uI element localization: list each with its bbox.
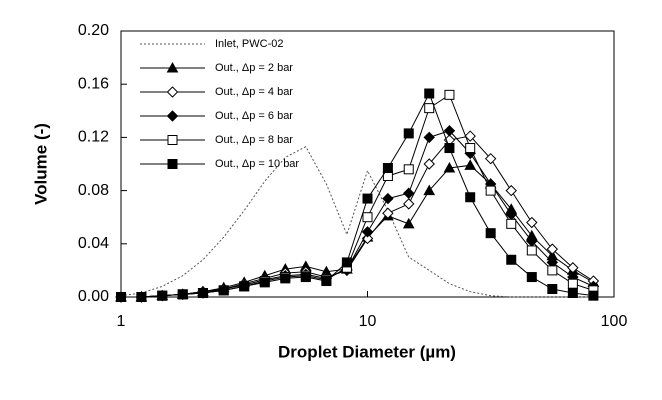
data-point [382, 207, 394, 219]
data-point [485, 228, 496, 239]
data-point [403, 187, 415, 199]
y-tick-label: 0.08 [78, 182, 109, 199]
data-point [546, 243, 559, 255]
data-point [547, 284, 558, 295]
data-point [567, 288, 578, 299]
data-point [423, 184, 436, 196]
data-point [588, 290, 599, 301]
data-point [423, 158, 435, 170]
data-point [239, 281, 250, 292]
x-axis-title: Droplet Diameter (µm) [278, 342, 456, 361]
data-point [403, 198, 415, 210]
series-line [121, 94, 594, 298]
series-line [121, 135, 594, 298]
data-point [443, 125, 456, 137]
legend-label: Out., Δp = 6 bar [215, 110, 293, 122]
data-point [403, 128, 414, 139]
legend-label: Out., Δp = 8 bar [215, 134, 293, 146]
legend-label: Inlet, PWC-02 [215, 38, 283, 50]
data-point [402, 217, 415, 229]
data-point [362, 193, 373, 204]
x-tick-label: 10 [359, 313, 377, 330]
legend-marker [166, 110, 179, 122]
y-axis-title: Volume (-) [31, 123, 50, 205]
data-point [506, 218, 517, 229]
series-line [120, 146, 594, 298]
data-point [424, 88, 435, 99]
data-point [361, 226, 374, 238]
data-point [300, 272, 311, 283]
legend-marker [166, 61, 179, 73]
data-point [136, 292, 147, 302]
data-point [218, 285, 229, 296]
data-point [116, 292, 126, 302]
data-point [526, 245, 537, 256]
data-point [362, 212, 373, 223]
y-tick-label: 0.20 [78, 22, 109, 39]
data-point [464, 130, 476, 142]
data-point [197, 288, 208, 299]
legend-label: Out., Δp = 10 bar [215, 158, 299, 170]
legend-label: Out., Δp = 2 bar [215, 62, 293, 74]
series-line [121, 130, 594, 298]
data-point [341, 257, 352, 268]
x-tick-label: 1 [117, 313, 126, 330]
data-point [465, 143, 476, 154]
data-point [485, 185, 496, 196]
data-point [506, 254, 517, 265]
data-point [443, 161, 456, 173]
data-point [423, 131, 435, 144]
data-point [526, 216, 538, 229]
data-point [177, 289, 188, 300]
data-point [547, 265, 558, 276]
data-point [444, 89, 455, 100]
legend-marker [167, 135, 178, 145]
data-point [403, 164, 414, 175]
y-tick-label: 0.12 [78, 129, 109, 146]
x-tick-label: 100 [601, 313, 628, 330]
data-point [484, 152, 497, 165]
data-point [505, 184, 517, 197]
data-point [526, 272, 537, 283]
legend-label: Out., Δp = 4 bar [215, 86, 293, 98]
series-line [121, 92, 594, 298]
data-point [424, 103, 435, 114]
data-point [464, 159, 477, 170]
data-point [567, 278, 578, 289]
legend-marker [166, 86, 179, 98]
y-tick-label: 0.00 [78, 288, 109, 305]
data-point [259, 277, 270, 288]
data-point [444, 143, 455, 154]
legend-marker [167, 159, 178, 169]
data-point [382, 162, 393, 173]
data-point [280, 273, 291, 284]
y-tick-label: 0.04 [78, 235, 109, 252]
y-tick-label: 0.16 [78, 75, 109, 92]
data-point [157, 290, 168, 301]
data-point [321, 276, 332, 287]
data-point [465, 192, 476, 203]
data-point [382, 192, 394, 205]
